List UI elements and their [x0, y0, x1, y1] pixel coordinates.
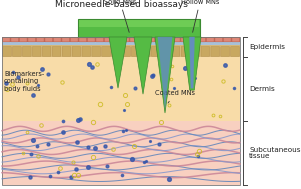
- Polygon shape: [109, 37, 127, 88]
- FancyBboxPatch shape: [191, 46, 200, 56]
- FancyBboxPatch shape: [231, 46, 239, 56]
- Polygon shape: [158, 37, 172, 108]
- Text: Microneedle-based bioassays: Microneedle-based bioassays: [54, 0, 188, 9]
- Text: Coated MNs: Coated MNs: [155, 90, 195, 103]
- FancyBboxPatch shape: [172, 37, 180, 42]
- Polygon shape: [190, 37, 194, 88]
- FancyBboxPatch shape: [102, 46, 110, 56]
- FancyBboxPatch shape: [33, 46, 41, 56]
- FancyBboxPatch shape: [232, 37, 240, 42]
- Text: Subcutaneous
tissue: Subcutaneous tissue: [249, 146, 300, 160]
- FancyBboxPatch shape: [62, 46, 71, 56]
- Text: Biomarkers-
containing
body fluids: Biomarkers- containing body fluids: [4, 71, 44, 92]
- Bar: [2, 121, 240, 185]
- FancyBboxPatch shape: [2, 37, 10, 42]
- FancyBboxPatch shape: [221, 46, 229, 56]
- FancyBboxPatch shape: [28, 37, 36, 42]
- FancyBboxPatch shape: [130, 37, 138, 42]
- FancyBboxPatch shape: [45, 37, 53, 42]
- FancyBboxPatch shape: [171, 46, 180, 56]
- FancyBboxPatch shape: [122, 37, 129, 42]
- Bar: [2, 37, 240, 42]
- FancyBboxPatch shape: [42, 46, 51, 56]
- Text: Dermis: Dermis: [249, 86, 275, 92]
- FancyBboxPatch shape: [211, 46, 219, 56]
- FancyBboxPatch shape: [151, 46, 160, 56]
- FancyBboxPatch shape: [181, 37, 188, 42]
- FancyBboxPatch shape: [164, 37, 172, 42]
- FancyBboxPatch shape: [215, 37, 222, 42]
- FancyBboxPatch shape: [11, 37, 19, 42]
- FancyBboxPatch shape: [141, 46, 150, 56]
- FancyBboxPatch shape: [52, 46, 61, 56]
- FancyBboxPatch shape: [113, 37, 120, 42]
- Text: Solid MNs: Solid MNs: [104, 0, 136, 32]
- FancyBboxPatch shape: [138, 37, 146, 42]
- FancyBboxPatch shape: [147, 37, 154, 42]
- Bar: [2, 42, 240, 45]
- Bar: [2, 57, 240, 121]
- FancyBboxPatch shape: [62, 37, 70, 42]
- Bar: [79, 19, 199, 27]
- Polygon shape: [155, 37, 175, 113]
- FancyBboxPatch shape: [223, 37, 231, 42]
- FancyBboxPatch shape: [206, 37, 214, 42]
- FancyBboxPatch shape: [161, 46, 170, 56]
- FancyBboxPatch shape: [92, 46, 101, 56]
- Polygon shape: [183, 37, 201, 90]
- FancyBboxPatch shape: [201, 46, 209, 56]
- FancyBboxPatch shape: [104, 37, 112, 42]
- FancyBboxPatch shape: [54, 37, 61, 42]
- FancyBboxPatch shape: [96, 37, 104, 42]
- Bar: [78, 19, 200, 37]
- FancyBboxPatch shape: [70, 37, 78, 42]
- Text: Epidermis: Epidermis: [249, 44, 285, 50]
- FancyBboxPatch shape: [36, 37, 44, 42]
- FancyBboxPatch shape: [88, 37, 95, 42]
- FancyBboxPatch shape: [79, 37, 86, 42]
- FancyBboxPatch shape: [82, 46, 91, 56]
- FancyBboxPatch shape: [181, 46, 190, 56]
- Bar: [2, 37, 240, 185]
- FancyBboxPatch shape: [72, 46, 81, 56]
- FancyBboxPatch shape: [112, 46, 120, 56]
- FancyBboxPatch shape: [13, 46, 21, 56]
- FancyBboxPatch shape: [155, 37, 163, 42]
- Bar: [2, 45, 240, 57]
- FancyBboxPatch shape: [122, 46, 130, 56]
- Polygon shape: [134, 37, 152, 94]
- Text: Hollow MNs: Hollow MNs: [181, 0, 219, 32]
- FancyBboxPatch shape: [189, 37, 197, 42]
- FancyBboxPatch shape: [3, 46, 11, 56]
- FancyBboxPatch shape: [132, 46, 140, 56]
- FancyBboxPatch shape: [20, 37, 27, 42]
- FancyBboxPatch shape: [23, 46, 31, 56]
- FancyBboxPatch shape: [198, 37, 206, 42]
